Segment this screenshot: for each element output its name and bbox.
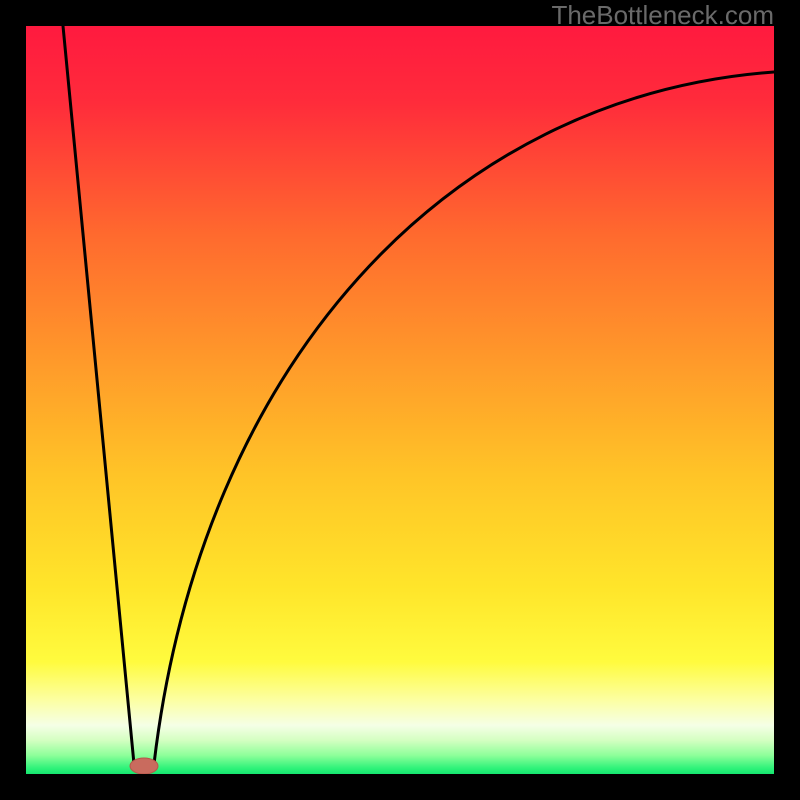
vertex-marker (130, 758, 158, 774)
plot-area (26, 26, 774, 774)
watermark-text: TheBottleneck.com (551, 0, 774, 31)
gradient-rect (26, 26, 774, 774)
gradient-svg (26, 26, 774, 774)
chart-frame: TheBottleneck.com (0, 0, 800, 800)
